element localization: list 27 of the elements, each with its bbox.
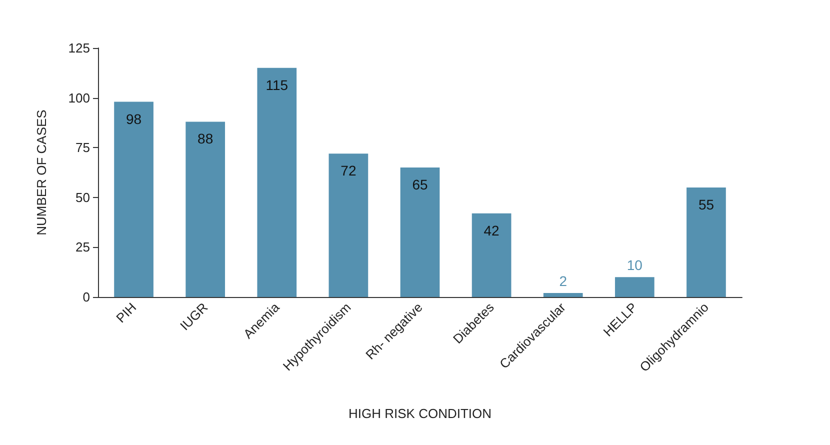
- bar: [114, 102, 154, 297]
- y-tick-label: 25: [76, 240, 90, 255]
- data-label: 10: [626, 257, 643, 274]
- data-label: 72: [340, 162, 356, 179]
- bar: [472, 213, 512, 297]
- y-tick-label: 0: [82, 290, 90, 304]
- y-tick-label: 125: [68, 40, 90, 56]
- bar: [186, 122, 226, 297]
- data-label: 2: [559, 273, 568, 290]
- y-tick-label: 50: [76, 190, 90, 205]
- y-tick-label: 75: [76, 140, 90, 156]
- bar: [686, 187, 726, 297]
- bar: [400, 168, 440, 297]
- bar: [257, 68, 297, 297]
- bar: [328, 154, 368, 297]
- bar: [614, 277, 654, 297]
- data-label: 88: [198, 130, 214, 147]
- data-label: 98: [126, 110, 142, 127]
- bar: [543, 293, 583, 297]
- y-axis-title: NUMBER OF CASES: [34, 109, 49, 236]
- data-label: 55: [698, 196, 714, 212]
- data-label: 65: [412, 176, 428, 193]
- y-tick-label: 100: [68, 90, 90, 106]
- x-tick-label: PIH: [113, 300, 140, 326]
- data-label: 115: [266, 76, 288, 93]
- x-axis-title: HIGH RISK CONDITION: [348, 406, 492, 421]
- data-label: 42: [484, 222, 500, 238]
